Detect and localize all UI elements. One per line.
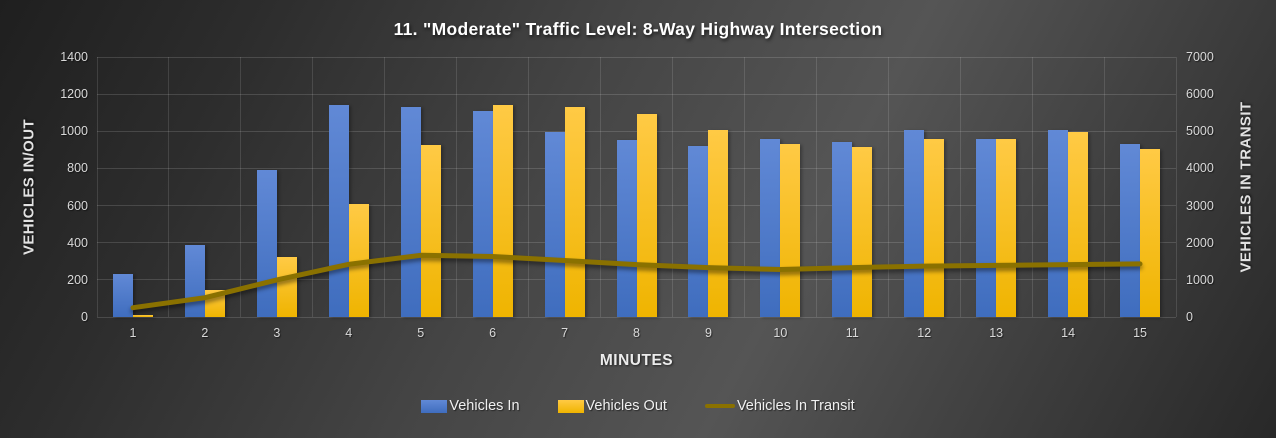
bar-vehicles-out	[996, 138, 1017, 317]
x-axis-tick: 12	[917, 326, 932, 340]
bar-vehicles-out	[132, 315, 153, 317]
plot-area	[96, 56, 1177, 318]
gridline-vertical	[528, 57, 530, 317]
x-axis-tick: 10	[773, 326, 788, 340]
x-axis-tick: 1	[129, 326, 137, 340]
bar-vehicles-out	[276, 256, 297, 317]
bar-vehicles-in	[832, 142, 853, 317]
chart-title: 11. "Moderate" Traffic Level: 8-Way High…	[393, 19, 883, 39]
x-axis-tick: 5	[417, 326, 425, 340]
bar-vehicles-out	[348, 203, 369, 317]
gridline-vertical	[600, 57, 602, 317]
gridline-horizontal	[97, 93, 1176, 95]
gridline-vertical	[96, 57, 98, 317]
gridline-vertical	[671, 57, 673, 317]
gridline-vertical	[1175, 57, 1177, 317]
gridline-horizontal	[97, 56, 1176, 58]
right-axis-tick: 3000	[1186, 198, 1214, 213]
bar-vehicles-out	[852, 147, 873, 317]
bar-vehicles-in	[760, 138, 781, 317]
left-axis-tick: 400	[67, 235, 88, 250]
left-axis-tick: 200	[67, 272, 88, 287]
legend-item-vehicles-out: Vehicles Out	[557, 398, 667, 414]
right-axis-tick: 6000	[1186, 87, 1214, 102]
left-axis-title: VEHICLES IN/OUT	[20, 118, 38, 256]
legend-swatch-line-icon	[704, 404, 735, 408]
x-axis-tick: 4	[345, 326, 353, 340]
legend-label: Vehicles In	[449, 398, 520, 414]
bar-vehicles-in	[472, 110, 493, 317]
bar-vehicles-out	[780, 144, 801, 317]
gridline-vertical	[384, 57, 386, 317]
left-axis-tick: 600	[67, 198, 88, 213]
gridline-vertical	[959, 57, 961, 317]
bar-vehicles-in	[904, 130, 925, 317]
right-axis-tick: 7000	[1186, 50, 1214, 64]
x-axis-title: MINUTES	[599, 352, 674, 369]
x-axis-tick: 7	[561, 326, 569, 340]
x-axis-tick: 13	[989, 326, 1004, 340]
legend-item-vehicles-in: Vehicles In	[421, 398, 520, 414]
bar-vehicles-in	[616, 139, 637, 317]
legend: Vehicles In Vehicles Out Vehicles In Trans…	[0, 398, 1276, 414]
x-axis-tick: 14	[1061, 326, 1076, 340]
gridline-vertical	[743, 57, 745, 317]
bar-vehicles-in	[400, 107, 421, 317]
gridline-vertical	[168, 57, 170, 317]
right-axis-tick: 0	[1186, 310, 1193, 324]
bar-vehicles-in	[112, 274, 133, 317]
legend-swatch-bar-icon	[421, 399, 448, 413]
x-axis-tick: 15	[1133, 326, 1147, 340]
left-axis-tick: 800	[67, 161, 88, 176]
legend-item-vehicles-in-transit: Vehicles In Transit	[704, 398, 855, 414]
bar-vehicles-out	[924, 138, 945, 317]
left-axis-tick: 1200	[60, 87, 88, 102]
right-axis-tick: 5000	[1186, 124, 1214, 139]
line-vehicles-in-transit	[130, 252, 1143, 311]
left-axis-tick: 0	[81, 310, 88, 324]
bar-vehicles-in	[544, 132, 565, 317]
legend-swatch-bar-icon	[557, 399, 584, 413]
gridline-vertical	[887, 57, 889, 317]
right-axis-tick: 2000	[1186, 235, 1214, 250]
x-axis-tick: 3	[273, 326, 281, 340]
right-axis-tick: 1000	[1186, 272, 1214, 287]
bar-vehicles-in	[1048, 130, 1069, 317]
bar-vehicles-out	[1068, 132, 1089, 317]
bar-vehicles-out	[564, 107, 585, 317]
x-axis-tick: 9	[704, 326, 712, 340]
bar-vehicles-in	[1120, 144, 1141, 317]
right-axis-tick: 4000	[1186, 161, 1214, 176]
gridline-vertical	[815, 57, 817, 317]
left-axis-tick: 1000	[60, 124, 88, 139]
gridline-horizontal	[97, 316, 1176, 318]
gridline-vertical	[456, 57, 458, 317]
x-axis-tick: 2	[201, 326, 209, 340]
bar-vehicles-out	[1140, 148, 1161, 317]
left-axis-tick: 1400	[60, 50, 88, 64]
gridline-vertical	[1103, 57, 1105, 317]
x-axis-tick: 11	[845, 326, 859, 340]
bar-vehicles-out	[492, 105, 513, 317]
gridline-vertical	[240, 57, 242, 317]
x-axis-tick: 6	[489, 326, 497, 340]
legend-label: Vehicles Out	[585, 398, 667, 414]
gridline-vertical	[312, 57, 314, 317]
x-axis-tick: 8	[633, 326, 640, 340]
gridline-vertical	[1031, 57, 1033, 317]
legend-label: Vehicles In Transit	[736, 398, 855, 414]
bar-vehicles-in	[688, 146, 709, 317]
bar-vehicles-out	[420, 145, 441, 317]
bar-vehicles-in	[976, 138, 997, 317]
